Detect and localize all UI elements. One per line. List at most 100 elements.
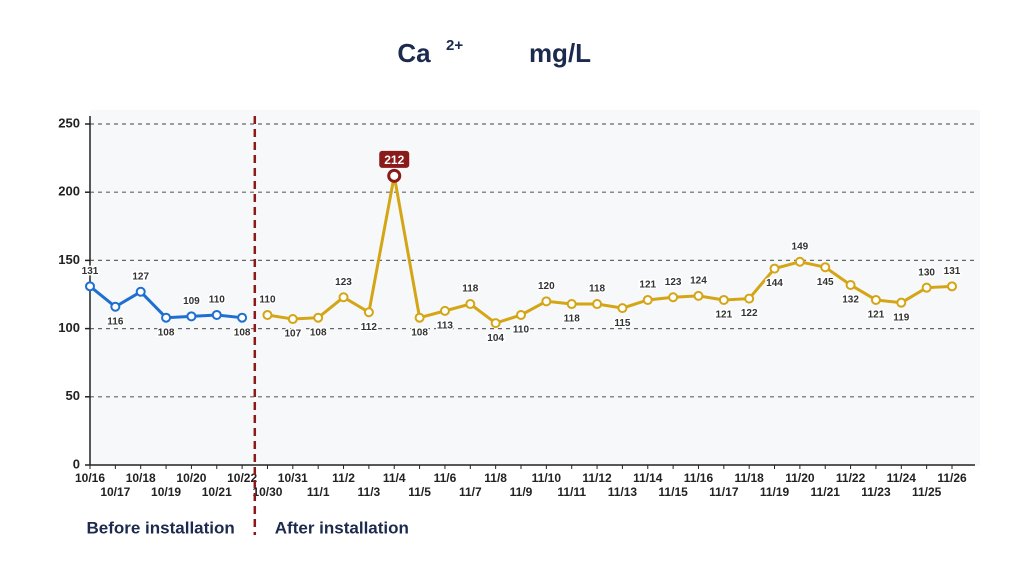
chart-title: Ca — [397, 38, 431, 68]
data-point — [161, 312, 172, 323]
data-point — [794, 256, 805, 267]
value-label: 212 — [384, 153, 404, 167]
value-label: 120 — [538, 281, 555, 292]
data-point — [921, 282, 932, 293]
x-tick-label: 11/9 — [510, 485, 533, 499]
value-label: 118 — [564, 314, 581, 325]
value-label: 118 — [589, 284, 606, 295]
x-tick-label: 11/25 — [912, 485, 942, 499]
value-label: 109 — [183, 296, 200, 307]
unit-label: mg/L — [529, 38, 591, 68]
x-tick-label: 10/17 — [100, 485, 130, 499]
value-label: 131 — [944, 266, 961, 277]
data-point — [186, 311, 197, 322]
value-label: 130 — [918, 267, 935, 278]
value-label: 108 — [158, 327, 175, 338]
value-label: 123 — [665, 277, 682, 288]
value-label: 124 — [690, 276, 707, 287]
value-label: 127 — [132, 271, 149, 282]
data-point — [896, 297, 907, 308]
data-point — [490, 318, 501, 329]
value-label: 116 — [107, 316, 124, 327]
x-tick-label: 11/19 — [760, 485, 790, 499]
data-point — [313, 312, 324, 323]
x-tick-label: 10/18 — [126, 471, 156, 485]
data-point — [617, 303, 628, 314]
x-tick-label: 11/17 — [709, 485, 739, 499]
y-tick-label: 0 — [73, 456, 80, 471]
data-point — [262, 309, 273, 320]
data-point — [363, 307, 374, 318]
x-tick-label: 11/6 — [434, 471, 457, 485]
series-label: After installation — [275, 518, 409, 537]
data-point — [693, 290, 704, 301]
value-label: 108 — [310, 327, 327, 338]
x-tick-label: 10/21 — [202, 485, 232, 499]
value-label: 108 — [411, 327, 428, 338]
x-tick-label: 11/5 — [408, 485, 431, 499]
data-point — [110, 301, 121, 312]
data-point — [135, 286, 146, 297]
value-label: 118 — [462, 284, 479, 295]
data-point — [947, 281, 957, 292]
peak-label-box — [379, 150, 410, 168]
x-tick-label: 11/26 — [937, 471, 967, 485]
x-tick-label: 11/20 — [785, 471, 815, 485]
x-tick-label: 11/18 — [734, 471, 764, 485]
data-point — [668, 292, 679, 303]
data-point — [439, 305, 450, 316]
value-label: 121 — [639, 280, 656, 291]
x-tick-label: 11/4 — [383, 471, 406, 485]
x-tick-label: 10/16 — [75, 471, 105, 485]
data-point — [414, 312, 425, 323]
x-tick-label: 11/3 — [358, 485, 381, 499]
data-point — [465, 299, 476, 310]
x-tick-label: 10/31 — [278, 471, 308, 485]
x-tick-label: 11/14 — [633, 471, 663, 485]
x-tick-label: 10/30 — [252, 485, 282, 499]
value-label: 119 — [893, 312, 910, 323]
data-point — [642, 294, 653, 305]
series-label: Before installation — [86, 518, 234, 537]
x-tick-label: 10/20 — [176, 471, 206, 485]
x-tick-label: 11/21 — [811, 485, 841, 499]
x-tick-label: 11/11 — [557, 485, 586, 499]
x-tick-label: 11/7 — [459, 485, 482, 499]
data-point — [541, 296, 552, 307]
data-point — [566, 299, 577, 310]
value-label: 123 — [335, 277, 352, 288]
plot-area — [90, 110, 980, 466]
y-tick-label: 150 — [58, 252, 80, 267]
data-point — [769, 263, 780, 274]
value-label: 122 — [741, 308, 758, 319]
value-label: 110 — [209, 295, 226, 306]
data-point — [845, 279, 856, 290]
value-label: 113 — [437, 321, 454, 332]
data-point — [820, 262, 831, 273]
value-label: 121 — [715, 310, 732, 321]
value-label: 132 — [842, 295, 859, 306]
data-point — [870, 294, 881, 305]
data-point — [516, 309, 526, 320]
data-point — [387, 168, 402, 183]
y-tick-label: 100 — [58, 320, 80, 335]
value-label: 144 — [766, 278, 783, 289]
value-label: 112 — [361, 322, 378, 333]
x-tick-label: 11/24 — [887, 471, 917, 485]
series-line — [267, 175, 953, 325]
y-tick-label: 200 — [58, 184, 80, 199]
data-point — [592, 299, 603, 310]
value-label: 104 — [487, 333, 504, 344]
x-tick-label: 10/19 — [151, 485, 181, 499]
data-point — [338, 292, 349, 303]
y-tick-label: 250 — [58, 115, 80, 130]
value-label: 110 — [513, 325, 530, 336]
data-point — [237, 312, 248, 323]
x-tick-label: 11/13 — [608, 485, 638, 499]
value-label: 121 — [868, 310, 885, 321]
value-label: 145 — [817, 277, 834, 288]
value-label: 110 — [259, 295, 276, 306]
x-tick-label: 11/22 — [836, 471, 866, 485]
value-label: 131 — [82, 266, 99, 277]
x-tick-label: 11/15 — [658, 485, 688, 499]
